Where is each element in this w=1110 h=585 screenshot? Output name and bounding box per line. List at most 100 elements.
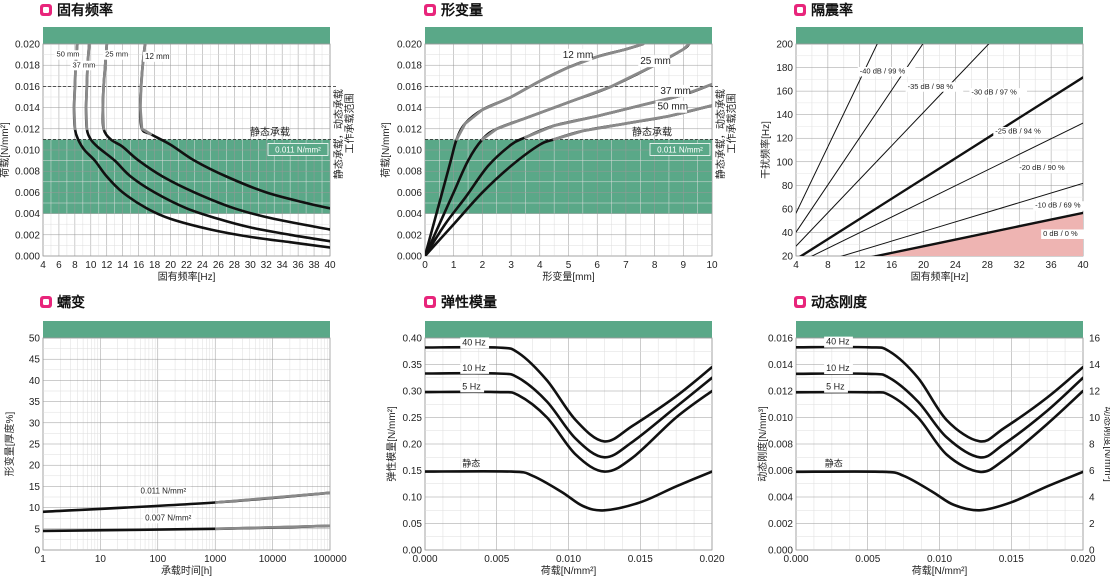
- label-bg: [1017, 163, 1075, 174]
- y2-tick-label: 16: [1089, 334, 1101, 345]
- series-label: 0.011 N/mm²: [141, 487, 187, 496]
- y-tick-label: 35: [29, 397, 41, 408]
- y2-tick-label: 12: [1089, 387, 1101, 398]
- right-range-label: 静态承载，动态承载: [714, 89, 727, 179]
- series-label: 10 Hz: [826, 363, 850, 373]
- label-bg: [824, 363, 853, 375]
- x-tick-label: 6: [594, 260, 600, 271]
- y-tick-label: 20: [782, 252, 794, 263]
- x-tick-label: 22: [181, 260, 193, 271]
- title-bullet-icon: [424, 4, 436, 16]
- x-tick-label: 16: [133, 260, 145, 271]
- x-tick-label: 4: [537, 260, 543, 271]
- y-tick-label: 0.020: [15, 40, 40, 51]
- y-axis-label: 荷载[N/mm²]: [380, 122, 392, 178]
- y2-tick-label: 0: [1089, 546, 1095, 557]
- y-tick-label: 100: [776, 157, 793, 168]
- chart-c6: 动态刚度 0.000 0.005 0.010 0.015 0.020 0.000 0.002 0…: [756, 294, 1110, 577]
- x-tick-label: 0: [422, 260, 428, 271]
- label-bg: [103, 50, 128, 60]
- title-bullet-icon: [40, 4, 52, 16]
- y-tick-label: 120: [776, 134, 793, 145]
- y2-tick-label: 6: [1089, 466, 1095, 477]
- series-line: [425, 345, 712, 443]
- series-line: [425, 469, 712, 512]
- header-bar: [425, 27, 712, 44]
- series-label: 25 mm: [640, 56, 671, 67]
- y-tick-label: 0.010: [397, 146, 422, 157]
- series-label: 37 mm: [72, 60, 95, 69]
- x-axis-label: 形变量[mm]: [542, 270, 594, 283]
- chart-title: 蠕变: [57, 294, 85, 310]
- y-tick-label: 0.15: [403, 466, 423, 477]
- grid: [795, 43, 1084, 257]
- series-line: [796, 470, 1083, 512]
- title-bullet-icon: [794, 4, 806, 16]
- x-tick-label: 20: [918, 260, 930, 271]
- title-bullet-icon: [424, 296, 436, 308]
- series-label: 12 mm: [563, 50, 594, 61]
- y-tick-label: 0.008: [397, 167, 422, 178]
- x-tick-label: 0.000: [783, 554, 808, 565]
- series-label: 静态: [825, 458, 843, 469]
- x-tick-label: 16: [886, 260, 898, 271]
- x-tick-label: 0.005: [855, 554, 880, 565]
- x-tick-label: 0.020: [699, 554, 724, 565]
- label-bg: [460, 362, 490, 374]
- y2-tick-label: 2: [1089, 519, 1095, 530]
- series-line: [796, 44, 878, 214]
- y-tick-label: 0.002: [15, 230, 40, 241]
- y-tick-label: 0: [34, 546, 40, 557]
- label-bg: [658, 84, 690, 97]
- x-tick-label: 0.010: [556, 554, 581, 565]
- y2-tick-label: 10: [1089, 413, 1101, 424]
- y-tick-label: 0.008: [15, 167, 40, 178]
- label-bg: [824, 381, 848, 393]
- series-line: [796, 345, 1083, 443]
- y-tick-label: 0.012: [15, 124, 40, 135]
- series-group: [796, 44, 1083, 256]
- chart-c2: 形变量 0 1 2 3 4 5 6 7 8 9 10 0.000 0.002 0.004 0.006 0.008…: [380, 2, 738, 283]
- y-tick-label: 0.016: [397, 82, 422, 93]
- series-line: [796, 389, 1083, 474]
- y-tick-label: 0.006: [15, 188, 40, 199]
- x-tick-label: 10: [85, 260, 97, 271]
- y-tick-label: 0.000: [15, 252, 40, 263]
- chart-title: 隔震率: [811, 2, 853, 18]
- y-tick-label: 0.05: [403, 519, 423, 530]
- header-bar: [796, 321, 1083, 338]
- x-tick-label: 8: [72, 260, 78, 271]
- y-axis-label: 形变量[厚度%]: [3, 412, 16, 477]
- x-tick-label: 4: [793, 260, 799, 271]
- label-bg: [143, 51, 170, 62]
- series-line: [810, 122, 1083, 256]
- series-line-extrapolated: [215, 491, 330, 504]
- y2-axis-label: 动态刚度[N/mm³]: [1102, 406, 1110, 482]
- series-label: 40 Hz: [826, 337, 850, 347]
- x-tick-label: 38: [308, 260, 320, 271]
- series-label: -30 dB / 97 %: [971, 88, 1017, 97]
- y-tick-label: 0.018: [397, 61, 422, 72]
- y-tick-label: 5: [34, 524, 40, 535]
- y-tick-label: 0.25: [403, 413, 423, 424]
- series-label: -25 dB / 94 %: [995, 127, 1041, 136]
- static-load-label: 静态承载: [250, 125, 290, 138]
- y-tick-label: 160: [776, 87, 793, 98]
- chart-title: 动态刚度: [811, 294, 868, 310]
- x-tick-label: 28: [982, 260, 994, 271]
- x-tick-label: 8: [652, 260, 658, 271]
- y-tick-label: 0.004: [768, 493, 793, 504]
- series-line-upper: [84, 44, 91, 131]
- x-tick-label: 0.000: [412, 554, 437, 565]
- label-bg: [143, 513, 196, 524]
- x-tick-label: 0.005: [484, 554, 509, 565]
- x-tick-label: 2: [480, 260, 486, 271]
- label-bg: [138, 486, 191, 497]
- y-tick-label: 25: [29, 440, 41, 451]
- x-axis-label: 固有频率[Hz]: [911, 270, 969, 283]
- header-bar: [796, 27, 1083, 44]
- y-axis-label: 弹性模量[N/mm²]: [385, 406, 398, 482]
- x-tick-label: 12: [101, 260, 113, 271]
- x-tick-label: 9: [681, 260, 687, 271]
- y-tick-label: 0.016: [768, 334, 793, 345]
